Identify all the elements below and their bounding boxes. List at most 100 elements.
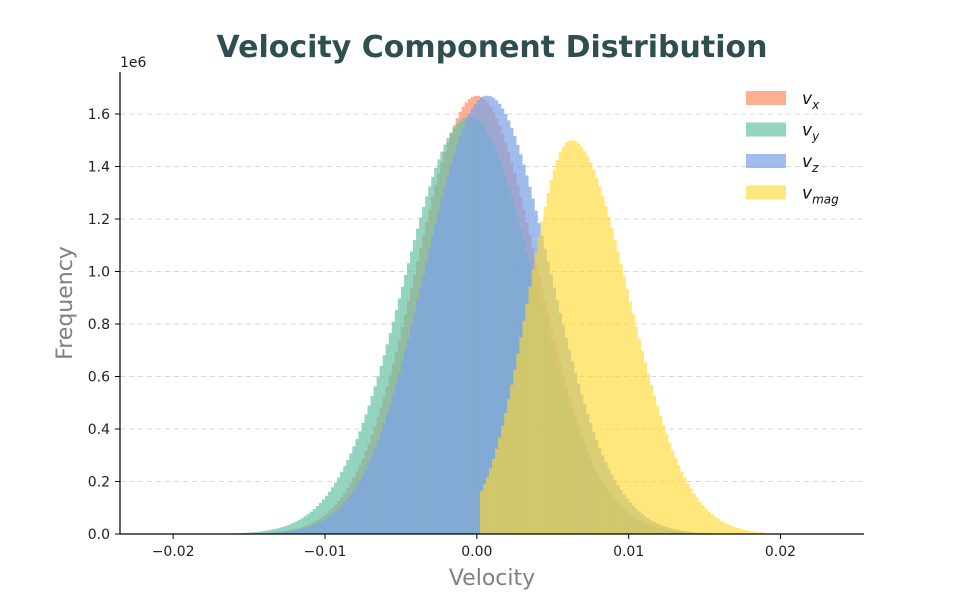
histogram-bar [628,301,632,534]
histogram-bar [625,288,629,534]
histogram-bar [555,160,559,534]
y-tick-label: 0.8 [88,317,110,333]
histogram-bar [522,320,526,534]
histogram-bar [246,532,250,534]
histogram-bar [376,440,380,534]
histogram-bar [312,508,317,534]
histogram-bar [498,103,502,534]
legend-label: vyv_y [802,121,820,144]
axis-ticks: −0.02 −0.01 0.00 0.01 0.02 0.0 0.2 0.4 0.6 0.8 1.0… [88,107,796,560]
histogram-bar [428,248,432,534]
histogram-bar [422,274,426,534]
histogram-bar [728,525,733,534]
histogram-bar [406,337,411,534]
histogram-bar [446,175,450,534]
histogram-bar [719,520,723,534]
histogram-bar [507,120,511,534]
histogram-bar [391,394,395,534]
histogram-bar [282,526,286,534]
histogram-bar [604,206,608,534]
histogram-bar [668,442,672,534]
histogram-bar [558,152,562,535]
histogram-bar [695,497,699,534]
histogram-bar [507,399,511,534]
histogram-bar [567,140,572,534]
histogram-bar [485,476,490,534]
histogram-bar [452,154,456,534]
x-axis-title: Velocity [449,566,535,591]
y-tick-label: 0.4 [88,422,110,438]
histogram-bar [434,223,438,535]
histogram-bar [373,448,377,534]
histogram-bar [309,511,313,534]
histogram-bar [725,524,730,534]
histogram-bar [689,488,693,534]
histogram-bar [303,516,307,534]
histogram-bar [601,196,605,534]
histogram-bar [747,530,751,534]
histogram-bar [324,518,329,534]
histogram-bar [285,525,289,534]
histogram-bar [358,480,362,534]
y-tick-label: 0.6 [88,370,110,386]
histogram-bar [337,477,341,534]
histogram-bar [659,416,663,534]
histogram-bar [640,350,644,534]
histogram-bar [318,502,323,534]
histogram-bar [482,484,487,534]
histogram-bar [315,523,320,534]
histogram-bar [321,499,326,534]
histogram-bar [479,491,484,534]
legend-label: vmagv_mag [802,184,839,207]
histogram-bar [704,508,708,534]
histogram-bar [264,530,268,534]
x-tick-label: −0.01 [304,544,347,560]
histogram-bar [652,395,657,534]
histogram-bar [370,455,374,534]
histogram-bar [750,531,754,534]
histogram-bar [334,482,338,534]
y-tick-label: 1.2 [88,212,110,228]
histogram-bar [282,531,286,534]
histogram-bar [686,483,690,534]
histogram-bar [610,228,614,534]
histogram-bar [616,251,620,534]
histogram-bar [321,520,326,534]
histogram-bar [276,528,280,534]
histogram-bar [367,462,371,534]
histogram-bar [504,412,508,534]
histogram-bar [516,144,520,535]
histogram-bar [291,523,295,534]
histogram-bar [744,529,748,534]
histogram-bar [573,141,578,535]
histogram-bar [525,303,529,534]
histogram-bar [343,466,347,534]
legend-swatch [746,122,786,137]
histogram-bar [364,468,368,534]
histogram-bar [340,505,344,534]
histogram-bar [413,313,417,534]
histogram-bar [331,514,335,534]
histogram-bar [416,300,420,534]
histogram-bar [519,337,523,534]
histogram-bar [537,236,541,534]
histogram-bar [586,156,590,534]
histogram-bar [467,114,471,534]
histogram-bar [464,120,468,534]
histogram-bar [279,532,283,534]
histogram-bar [577,143,581,534]
histogram-bar [701,505,705,534]
histogram-bar [379,431,383,534]
legend-label: vzv_z [802,152,819,175]
histogram-bar [492,459,496,534]
histogram-bar [249,532,253,534]
histogram-bar [306,527,310,534]
histogram-bar [741,529,745,534]
legend-swatch [746,154,786,168]
histogram-bar [461,127,465,535]
histogram-bar [716,518,720,534]
histogram-bar [649,385,654,534]
legend-item: vyv_y [746,121,820,144]
histogram-bar [564,142,569,534]
